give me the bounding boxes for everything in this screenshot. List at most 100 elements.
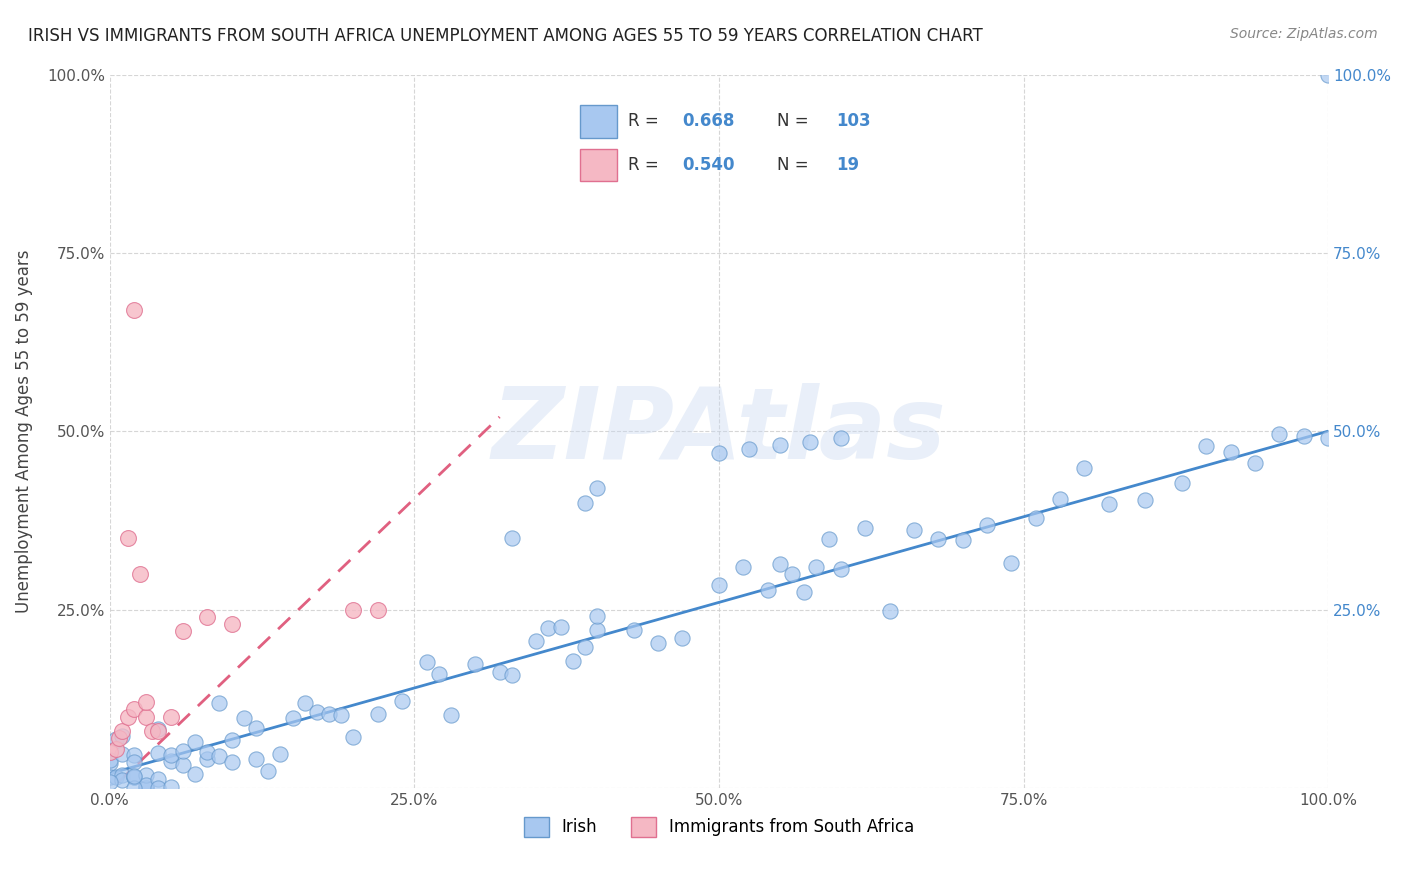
- Irish: [927, 532, 949, 546]
- Irish: [1292, 429, 1315, 443]
- Irish: [159, 780, 181, 794]
- Irish: [1049, 491, 1071, 506]
- Irish: [1025, 511, 1047, 525]
- Irish: [537, 621, 560, 635]
- Irish: [733, 559, 755, 574]
- Irish: [135, 768, 157, 782]
- Irish: [1268, 426, 1291, 441]
- Irish: [135, 778, 157, 792]
- Irish: [550, 620, 572, 634]
- Irish: [976, 518, 998, 533]
- Irish: [707, 445, 730, 459]
- Irish: [111, 747, 134, 761]
- Immigrants from South Africa: [159, 709, 181, 723]
- Text: ZIPAtlas: ZIPAtlas: [492, 383, 946, 480]
- Irish: [245, 751, 267, 765]
- Immigrants from South Africa: [122, 702, 145, 716]
- Irish: [464, 657, 486, 671]
- Irish: [148, 772, 170, 787]
- Irish: [647, 636, 669, 650]
- Irish: [586, 608, 609, 623]
- Irish: [1000, 556, 1022, 570]
- Irish: [586, 481, 609, 495]
- Irish: [799, 434, 821, 449]
- Immigrants from South Africa: [141, 723, 163, 738]
- Irish: [148, 780, 170, 795]
- Irish: [98, 756, 121, 770]
- Irish: [561, 655, 583, 669]
- Irish: [1098, 497, 1121, 511]
- Y-axis label: Unemployment Among Ages 55 to 59 years: Unemployment Among Ages 55 to 59 years: [15, 250, 32, 613]
- Irish: [806, 560, 828, 574]
- Immigrants from South Africa: [122, 302, 145, 317]
- Irish: [232, 711, 254, 725]
- Irish: [415, 655, 437, 669]
- Irish: [780, 567, 803, 582]
- Irish: [195, 746, 218, 760]
- Irish: [111, 730, 134, 744]
- Irish: [769, 438, 792, 452]
- Irish: [172, 744, 194, 758]
- Irish: [159, 754, 181, 768]
- Immigrants from South Africa: [117, 531, 139, 545]
- Irish: [952, 533, 974, 548]
- Irish: [257, 764, 280, 778]
- Immigrants from South Africa: [135, 695, 157, 709]
- Irish: [122, 770, 145, 784]
- Irish: [122, 769, 145, 783]
- Irish: [305, 705, 328, 719]
- Immigrants from South Africa: [221, 616, 243, 631]
- Irish: [1219, 444, 1241, 458]
- Irish: [1195, 439, 1218, 453]
- Irish: [1317, 431, 1340, 445]
- Irish: [330, 708, 353, 723]
- Irish: [111, 773, 134, 788]
- Irish: [574, 495, 596, 509]
- Immigrants from South Africa: [367, 602, 389, 616]
- Irish: [623, 624, 645, 638]
- Irish: [1244, 456, 1267, 470]
- Irish: [104, 732, 127, 747]
- Irish: [122, 748, 145, 763]
- Irish: [488, 665, 510, 680]
- Immigrants from South Africa: [104, 741, 127, 756]
- Irish: [135, 780, 157, 795]
- Text: IRISH VS IMMIGRANTS FROM SOUTH AFRICA UNEMPLOYMENT AMONG AGES 55 TO 59 YEARS COR: IRISH VS IMMIGRANTS FROM SOUTH AFRICA UN…: [28, 27, 983, 45]
- Irish: [294, 696, 316, 710]
- Irish: [830, 431, 852, 445]
- Immigrants from South Africa: [98, 745, 121, 759]
- Irish: [391, 694, 413, 708]
- Irish: [1171, 475, 1194, 490]
- Irish: [184, 767, 207, 781]
- Irish: [501, 531, 523, 545]
- Irish: [793, 585, 815, 599]
- Irish: [879, 603, 901, 617]
- Irish: [111, 768, 134, 782]
- Irish: [1317, 68, 1340, 82]
- Immigrants from South Africa: [148, 723, 170, 738]
- Immigrants from South Africa: [342, 602, 364, 616]
- Irish: [104, 770, 127, 784]
- Immigrants from South Africa: [108, 731, 131, 745]
- Irish: [172, 757, 194, 772]
- Irish: [98, 770, 121, 784]
- Immigrants from South Africa: [172, 624, 194, 638]
- Irish: [817, 532, 839, 546]
- Irish: [148, 722, 170, 736]
- Text: Source: ZipAtlas.com: Source: ZipAtlas.com: [1230, 27, 1378, 41]
- Irish: [245, 721, 267, 735]
- Irish: [221, 755, 243, 769]
- Irish: [367, 706, 389, 721]
- Immigrants from South Africa: [111, 723, 134, 738]
- Irish: [98, 775, 121, 789]
- Irish: [427, 666, 450, 681]
- Irish: [195, 752, 218, 766]
- Irish: [208, 696, 231, 710]
- Immigrants from South Africa: [129, 566, 152, 581]
- Irish: [707, 578, 730, 592]
- Irish: [440, 708, 463, 723]
- Irish: [853, 521, 876, 535]
- Irish: [756, 583, 779, 598]
- Irish: [574, 640, 596, 654]
- Irish: [586, 623, 609, 637]
